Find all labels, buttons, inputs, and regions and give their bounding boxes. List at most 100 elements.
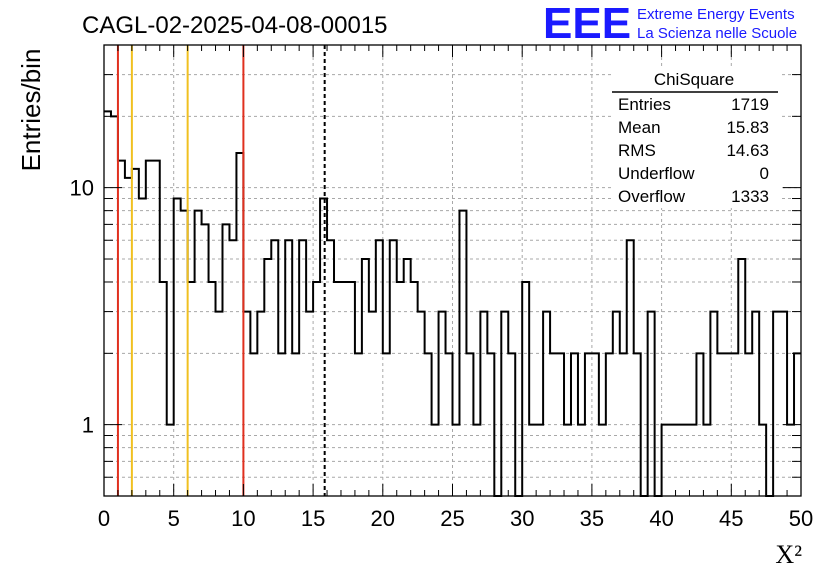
histogram-bin — [404, 259, 411, 496]
x-tick-label: 5 — [168, 506, 180, 531]
histogram-bin — [222, 224, 229, 496]
histogram-bin — [132, 169, 139, 496]
histogram-bin — [703, 425, 710, 496]
histogram-bin — [446, 353, 453, 496]
histogram-bin — [529, 425, 536, 496]
eee-logo: EEE Extreme Energy Events La Scienza nel… — [543, 0, 797, 48]
histogram-bin — [439, 312, 446, 496]
histogram-bin — [264, 259, 271, 496]
histogram-bin — [480, 312, 487, 496]
y-axis-label: Entries/bin — [16, 49, 46, 172]
stats-row-value: 15.83 — [726, 118, 769, 137]
x-tick-label: 40 — [649, 506, 673, 531]
histogram-bin — [153, 161, 160, 496]
histogram-bin — [118, 161, 125, 496]
histogram-bin — [111, 116, 118, 496]
x-tick-label: 30 — [510, 506, 534, 531]
histogram-bin — [536, 425, 543, 496]
histogram-bin — [285, 240, 292, 496]
histogram-bin — [648, 312, 655, 496]
histogram-bin — [634, 353, 641, 496]
histogram-bin — [522, 282, 529, 496]
histogram-bin — [334, 282, 341, 496]
stats-box-title: ChiSquare — [654, 70, 734, 89]
histogram-bin — [592, 353, 599, 496]
histogram-bin — [550, 353, 557, 496]
histogram-bin — [557, 353, 564, 496]
histogram-bin — [299, 240, 306, 496]
histogram-bin — [773, 312, 780, 496]
stats-row-value: 1333 — [731, 187, 769, 206]
eee-logo-mark: EEE — [543, 0, 631, 48]
histogram-bin — [327, 240, 334, 496]
histogram-bin — [202, 224, 209, 496]
histogram-bin — [564, 425, 571, 496]
x-tick-label: 50 — [789, 506, 813, 531]
stats-box-background — [612, 66, 780, 208]
histogram-bin — [104, 111, 111, 496]
histogram-bin — [167, 425, 174, 496]
histogram-bin — [466, 353, 473, 496]
grid-lines — [104, 45, 801, 496]
histogram-bin — [236, 153, 243, 496]
histogram-bin — [599, 425, 606, 496]
histogram-bin — [229, 240, 236, 496]
histogram-bin — [376, 240, 383, 496]
histogram-bin — [738, 259, 745, 496]
histogram-bin — [271, 240, 278, 496]
x-tick-label: 25 — [440, 506, 464, 531]
stats-row-label: Entries — [618, 95, 671, 114]
histogram-outline — [104, 110, 801, 497]
histogram-bin — [662, 425, 669, 496]
histogram-bin — [243, 312, 250, 496]
histogram-bin — [669, 425, 676, 496]
histogram-bin — [683, 425, 690, 496]
histogram-bin — [571, 353, 578, 496]
x-tick-label: 20 — [371, 506, 395, 531]
histogram-bin — [620, 353, 627, 496]
histogram-bin — [181, 211, 188, 496]
histogram-bin — [780, 312, 787, 496]
histogram-bin — [759, 425, 766, 496]
histogram-bin — [125, 178, 132, 496]
histogram-bin — [627, 240, 634, 496]
histogram-layer — [104, 110, 801, 497]
histogram-bin — [369, 312, 376, 496]
stats-row-label: Underflow — [618, 164, 695, 183]
histogram-bin — [432, 425, 439, 496]
y-tick-label: 10 — [70, 176, 94, 201]
x-tick-label: 15 — [301, 506, 325, 531]
histogram-bin — [745, 353, 752, 496]
histogram-bin — [320, 199, 327, 496]
histogram-bin — [752, 312, 759, 496]
stats-row-value: 1719 — [731, 95, 769, 114]
histogram-bin — [383, 353, 390, 496]
histogram-bin — [146, 161, 153, 496]
histogram-bin — [578, 425, 585, 496]
histogram-bin — [731, 353, 738, 496]
histogram-bin — [348, 282, 355, 496]
histogram-bin — [585, 353, 592, 496]
histogram-bin — [696, 353, 703, 496]
histogram-bin — [473, 425, 480, 496]
histogram-bin — [543, 312, 550, 496]
histogram-bin — [717, 353, 724, 496]
histogram-bin — [257, 312, 264, 496]
histogram-bin — [160, 282, 167, 496]
histogram-bin — [487, 353, 494, 496]
x-tick-label: 45 — [719, 506, 743, 531]
stats-row-label: Overflow — [618, 187, 686, 206]
histogram-bin — [216, 312, 223, 496]
stats-row-label: RMS — [618, 141, 656, 160]
histogram-bin — [411, 282, 418, 496]
histogram-bin — [195, 211, 202, 496]
histogram-bin — [689, 425, 696, 496]
histogram-bin — [188, 282, 195, 496]
stats-row-label: Mean — [618, 118, 661, 137]
histogram-bin — [613, 312, 620, 496]
stats-row-value: 0 — [760, 164, 769, 183]
histogram-bin — [278, 353, 285, 496]
x-tick-label: 35 — [580, 506, 604, 531]
histogram-bin — [250, 353, 257, 496]
